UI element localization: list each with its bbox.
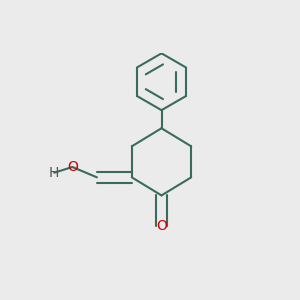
Text: O: O [156,219,167,233]
Text: O: O [67,160,78,174]
Text: H: H [49,166,59,180]
